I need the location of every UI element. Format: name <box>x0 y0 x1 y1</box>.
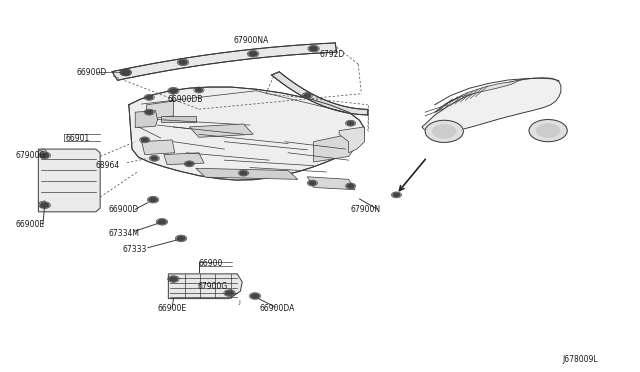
Circle shape <box>195 88 203 92</box>
Text: 66900DA: 66900DA <box>259 304 295 313</box>
Circle shape <box>121 70 130 75</box>
Polygon shape <box>307 177 355 190</box>
Polygon shape <box>314 134 357 162</box>
Text: 67900G: 67900G <box>15 151 45 160</box>
Circle shape <box>240 171 247 175</box>
Circle shape <box>225 291 234 296</box>
Text: 66900DB: 66900DB <box>167 95 202 104</box>
Text: 67900NA: 67900NA <box>234 36 269 45</box>
Polygon shape <box>38 201 47 208</box>
Polygon shape <box>422 78 561 134</box>
Text: 66900: 66900 <box>199 259 223 268</box>
Circle shape <box>303 93 311 98</box>
Circle shape <box>186 161 193 166</box>
Circle shape <box>537 124 559 137</box>
Text: 66900E: 66900E <box>157 304 187 313</box>
Text: 67900G: 67900G <box>198 282 228 291</box>
Text: 66900D: 66900D <box>77 68 107 77</box>
Polygon shape <box>135 111 157 128</box>
Text: J678009L: J678009L <box>562 355 598 364</box>
Circle shape <box>148 197 157 202</box>
Polygon shape <box>147 101 173 119</box>
Polygon shape <box>168 274 243 299</box>
Text: 66901: 66901 <box>65 134 90 142</box>
Circle shape <box>145 95 153 100</box>
Circle shape <box>145 110 153 114</box>
Polygon shape <box>112 43 337 80</box>
Circle shape <box>141 138 148 142</box>
Polygon shape <box>164 153 204 164</box>
Polygon shape <box>141 140 175 155</box>
Circle shape <box>250 294 259 299</box>
Polygon shape <box>38 149 47 157</box>
Text: 6792D: 6792D <box>320 51 345 60</box>
Text: J: J <box>239 300 240 305</box>
Circle shape <box>169 276 178 282</box>
Text: 66900D: 66900D <box>108 205 139 214</box>
Polygon shape <box>161 116 196 122</box>
Text: 67900N: 67900N <box>351 205 381 214</box>
Circle shape <box>393 193 400 197</box>
Text: 68964: 68964 <box>95 161 119 170</box>
Text: 66900E: 66900E <box>15 220 45 229</box>
Circle shape <box>529 119 567 142</box>
Circle shape <box>40 203 49 208</box>
Polygon shape <box>38 149 100 212</box>
Circle shape <box>347 184 355 188</box>
Text: 67333: 67333 <box>122 245 147 254</box>
Circle shape <box>347 121 355 125</box>
Circle shape <box>425 120 463 142</box>
Circle shape <box>179 60 188 65</box>
Circle shape <box>433 125 456 138</box>
Polygon shape <box>339 127 365 153</box>
Circle shape <box>121 70 130 75</box>
Circle shape <box>248 51 257 57</box>
Circle shape <box>308 181 316 185</box>
Polygon shape <box>271 72 368 115</box>
Circle shape <box>309 46 318 51</box>
Polygon shape <box>196 168 298 179</box>
Circle shape <box>157 219 166 224</box>
Polygon shape <box>129 87 365 180</box>
Circle shape <box>40 153 49 158</box>
Circle shape <box>169 88 178 93</box>
Text: 67334M: 67334M <box>108 230 140 238</box>
Polygon shape <box>435 79 523 112</box>
Polygon shape <box>189 124 253 137</box>
Circle shape <box>150 156 158 161</box>
Circle shape <box>177 236 186 241</box>
